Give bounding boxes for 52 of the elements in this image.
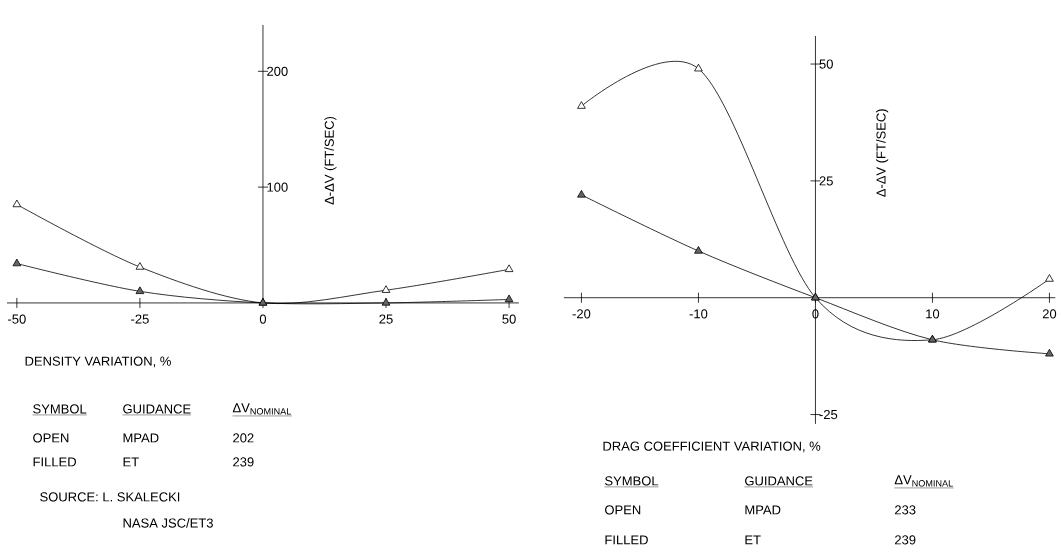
point: [12, 199, 22, 208]
text: MPAD: [745, 505, 781, 515]
text: 239: [895, 535, 916, 545]
text: NASA JSC/ET3: [123, 518, 213, 528]
point: [1045, 274, 1054, 282]
point: [12, 258, 22, 267]
text: GUIDANCE: [745, 476, 813, 486]
point: [381, 285, 391, 293]
text: ΔV$_{NOMINAL}$: [232, 403, 291, 415]
text: ET: [745, 535, 761, 545]
text: SYMBOL: [33, 404, 87, 414]
source-note: SOURCE: L. SKALECKI: [40, 492, 180, 502]
point: [135, 262, 145, 270]
text: OPEN: [33, 433, 69, 443]
x-tick-label: 0: [259, 314, 267, 324]
point: [504, 294, 514, 303]
point: [577, 101, 586, 109]
x-tick-label: 20: [1042, 309, 1057, 319]
point: [381, 298, 391, 306]
x-tick-label: -25: [131, 314, 149, 324]
y-tick-label: -25: [819, 410, 838, 420]
text: 202: [233, 433, 254, 443]
x-tick-label: 25: [379, 314, 393, 324]
text: ΔV$_{NOMINAL}$: [894, 475, 953, 487]
y-tick-label: 50: [819, 59, 833, 69]
point: [504, 264, 514, 273]
x-axis-title: DRAG COEFFICIENT VARIATION, %: [603, 441, 821, 453]
y-tick-label: 200: [267, 66, 288, 76]
point: [135, 286, 145, 295]
point: [1045, 348, 1054, 357]
x-axis-title: DENSITY VARIATION, %: [25, 356, 171, 368]
text: ET: [123, 457, 139, 467]
point: [694, 63, 703, 72]
x-tick-label: -50: [8, 314, 26, 324]
y-tick-label: 100: [267, 182, 288, 192]
text: FILLED: [33, 457, 76, 467]
text: FILLED: [605, 535, 648, 545]
y-axis-title: Δ-ΔV (FT/SEC): [324, 116, 337, 205]
text: MPAD: [123, 433, 159, 443]
y-tick-label: 25: [819, 176, 833, 186]
x-tick-label: -10: [689, 309, 708, 319]
point: [577, 190, 586, 198]
text: 233: [895, 505, 916, 515]
y-axis-title: Δ-ΔV (FT/SEC): [876, 109, 889, 197]
text: GUIDANCE: [123, 404, 191, 414]
point: [694, 246, 703, 254]
x-tick-label: 10: [926, 309, 940, 319]
text: 239: [233, 457, 254, 467]
x-tick-label: 50: [502, 314, 516, 324]
x-tick-label: -20: [572, 309, 591, 319]
text: OPEN: [605, 505, 641, 515]
text: SYMBOL: [605, 476, 659, 486]
